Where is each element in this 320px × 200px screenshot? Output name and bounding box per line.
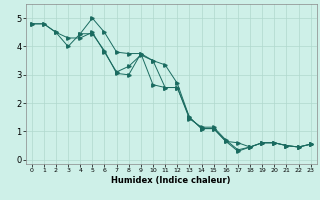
X-axis label: Humidex (Indice chaleur): Humidex (Indice chaleur) [111, 176, 231, 185]
